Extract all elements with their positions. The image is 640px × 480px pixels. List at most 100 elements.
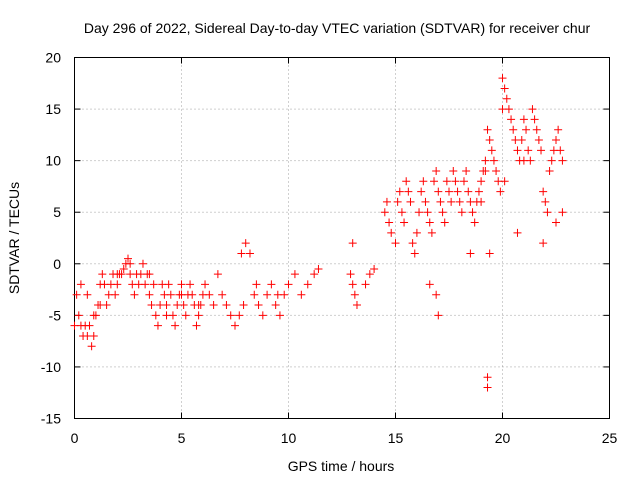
data-point — [393, 197, 402, 206]
data-point — [273, 290, 282, 299]
data-point — [554, 125, 563, 134]
data-point — [149, 280, 158, 289]
data-point — [231, 321, 239, 330]
data-point — [412, 228, 421, 237]
data-point — [314, 264, 323, 273]
data-point — [250, 290, 259, 299]
data-point — [350, 290, 359, 299]
data-point — [177, 280, 186, 289]
data-points — [70, 74, 567, 392]
data-point — [239, 301, 248, 310]
y-tick-label: -15 — [41, 411, 61, 427]
data-point — [483, 125, 492, 134]
data-point — [492, 166, 501, 175]
y-tick-label: 20 — [45, 50, 61, 66]
data-point — [507, 115, 516, 124]
data-point — [258, 311, 267, 320]
data-point — [485, 136, 494, 145]
data-point — [539, 239, 548, 248]
chart-title: Day 296 of 2022, Sidereal Day-to-day VTE… — [84, 20, 591, 36]
x-tick-labels: 0 5 10 15 20 25 — [71, 430, 618, 446]
data-point — [348, 280, 357, 289]
data-point — [427, 228, 436, 237]
x-tick-label: 5 — [178, 430, 186, 446]
data-point — [130, 290, 139, 299]
data-point — [382, 197, 391, 206]
data-point — [410, 249, 419, 258]
data-point — [517, 136, 526, 145]
data-point — [500, 84, 509, 93]
data-point — [477, 197, 486, 206]
data-point — [522, 125, 531, 134]
y-axis-label: SDTVAR / TECUs — [6, 182, 22, 294]
data-point — [205, 290, 214, 299]
data-point — [528, 105, 537, 114]
data-point — [151, 311, 160, 320]
data-point — [164, 280, 173, 289]
data-point — [481, 166, 490, 175]
y-tick-labels: -15 -10 -5 0 5 10 15 20 — [41, 50, 61, 427]
data-point — [466, 249, 475, 258]
data-point — [415, 208, 424, 217]
data-point — [387, 228, 396, 237]
data-point — [481, 156, 490, 165]
data-point — [83, 290, 92, 299]
data-point — [419, 177, 428, 186]
data-point — [545, 166, 554, 175]
data-point — [453, 187, 462, 196]
data-point — [218, 290, 227, 299]
data-point — [201, 280, 210, 289]
data-point — [126, 259, 135, 268]
data-point — [310, 270, 319, 279]
data-point — [464, 187, 473, 196]
data-point — [235, 311, 244, 320]
data-point — [177, 290, 186, 299]
data-point — [267, 280, 276, 289]
x-tick-label: 0 — [71, 430, 79, 446]
data-point — [483, 373, 492, 382]
data-point — [145, 290, 154, 299]
y-tick-label: -10 — [41, 359, 61, 375]
data-point — [498, 105, 507, 114]
data-point — [98, 270, 107, 279]
data-point — [425, 218, 434, 227]
data-point — [408, 239, 417, 248]
data-point — [421, 197, 430, 206]
data-point — [440, 218, 449, 227]
data-point — [74, 311, 83, 320]
data-point — [462, 166, 471, 175]
data-point — [539, 187, 548, 196]
x-tick-label: 10 — [281, 430, 297, 446]
data-point — [290, 270, 299, 279]
data-point — [111, 290, 120, 299]
data-point — [489, 156, 498, 165]
data-point — [346, 270, 355, 279]
data-point — [449, 166, 458, 175]
data-point — [192, 321, 201, 330]
data-point — [171, 321, 180, 330]
data-point — [417, 187, 426, 196]
data-point — [385, 218, 394, 227]
data-point — [459, 177, 468, 186]
data-point — [147, 301, 156, 310]
data-point — [76, 280, 85, 289]
data-point — [425, 280, 434, 289]
data-point — [477, 177, 486, 186]
data-point — [430, 177, 439, 186]
data-point — [509, 125, 518, 134]
data-point — [474, 187, 483, 196]
data-point — [348, 239, 357, 248]
data-point — [434, 187, 443, 196]
data-point — [138, 259, 147, 268]
y-tick-label: 0 — [53, 256, 61, 272]
y-tick-label: 5 — [53, 204, 61, 220]
data-point — [402, 177, 411, 186]
data-point — [226, 311, 235, 320]
data-point — [434, 311, 443, 320]
y-tick-label: -5 — [49, 307, 62, 323]
x-tick-label: 15 — [388, 430, 404, 446]
x-tick-label: 20 — [495, 430, 511, 446]
data-point — [537, 146, 546, 155]
data-point — [397, 208, 406, 217]
